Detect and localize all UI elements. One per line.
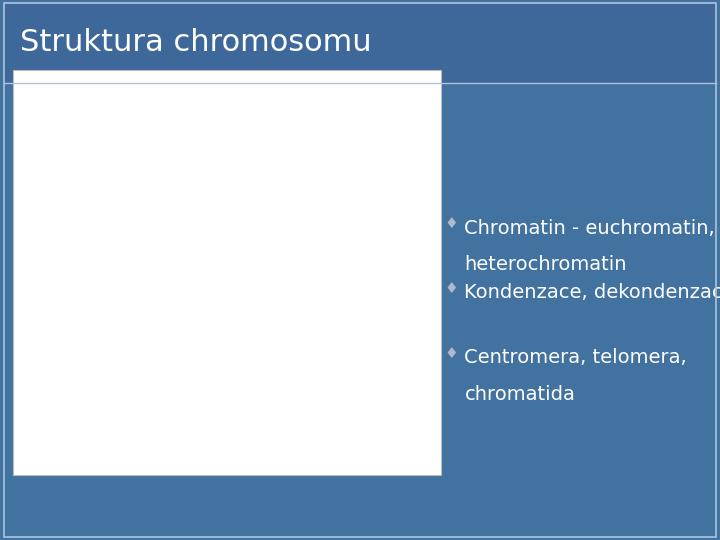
Bar [4, 3, 716, 83]
Text: Struktura chromosomu: Struktura chromosomu [20, 28, 372, 57]
Bar [13, 70, 441, 475]
Text: Centromera, telomera,: Centromera, telomera, [464, 348, 687, 367]
Text: ♦: ♦ [444, 346, 458, 361]
Text: Chromatin - euchromatin,: Chromatin - euchromatin, [464, 219, 715, 238]
Text: ♦: ♦ [444, 216, 458, 231]
Text: chromatida: chromatida [464, 385, 575, 404]
Text: ♦: ♦ [444, 281, 458, 296]
Text: heterochromatin: heterochromatin [464, 255, 627, 274]
Text: Kondenzace, dekondenzace: Kondenzace, dekondenzace [464, 284, 720, 302]
